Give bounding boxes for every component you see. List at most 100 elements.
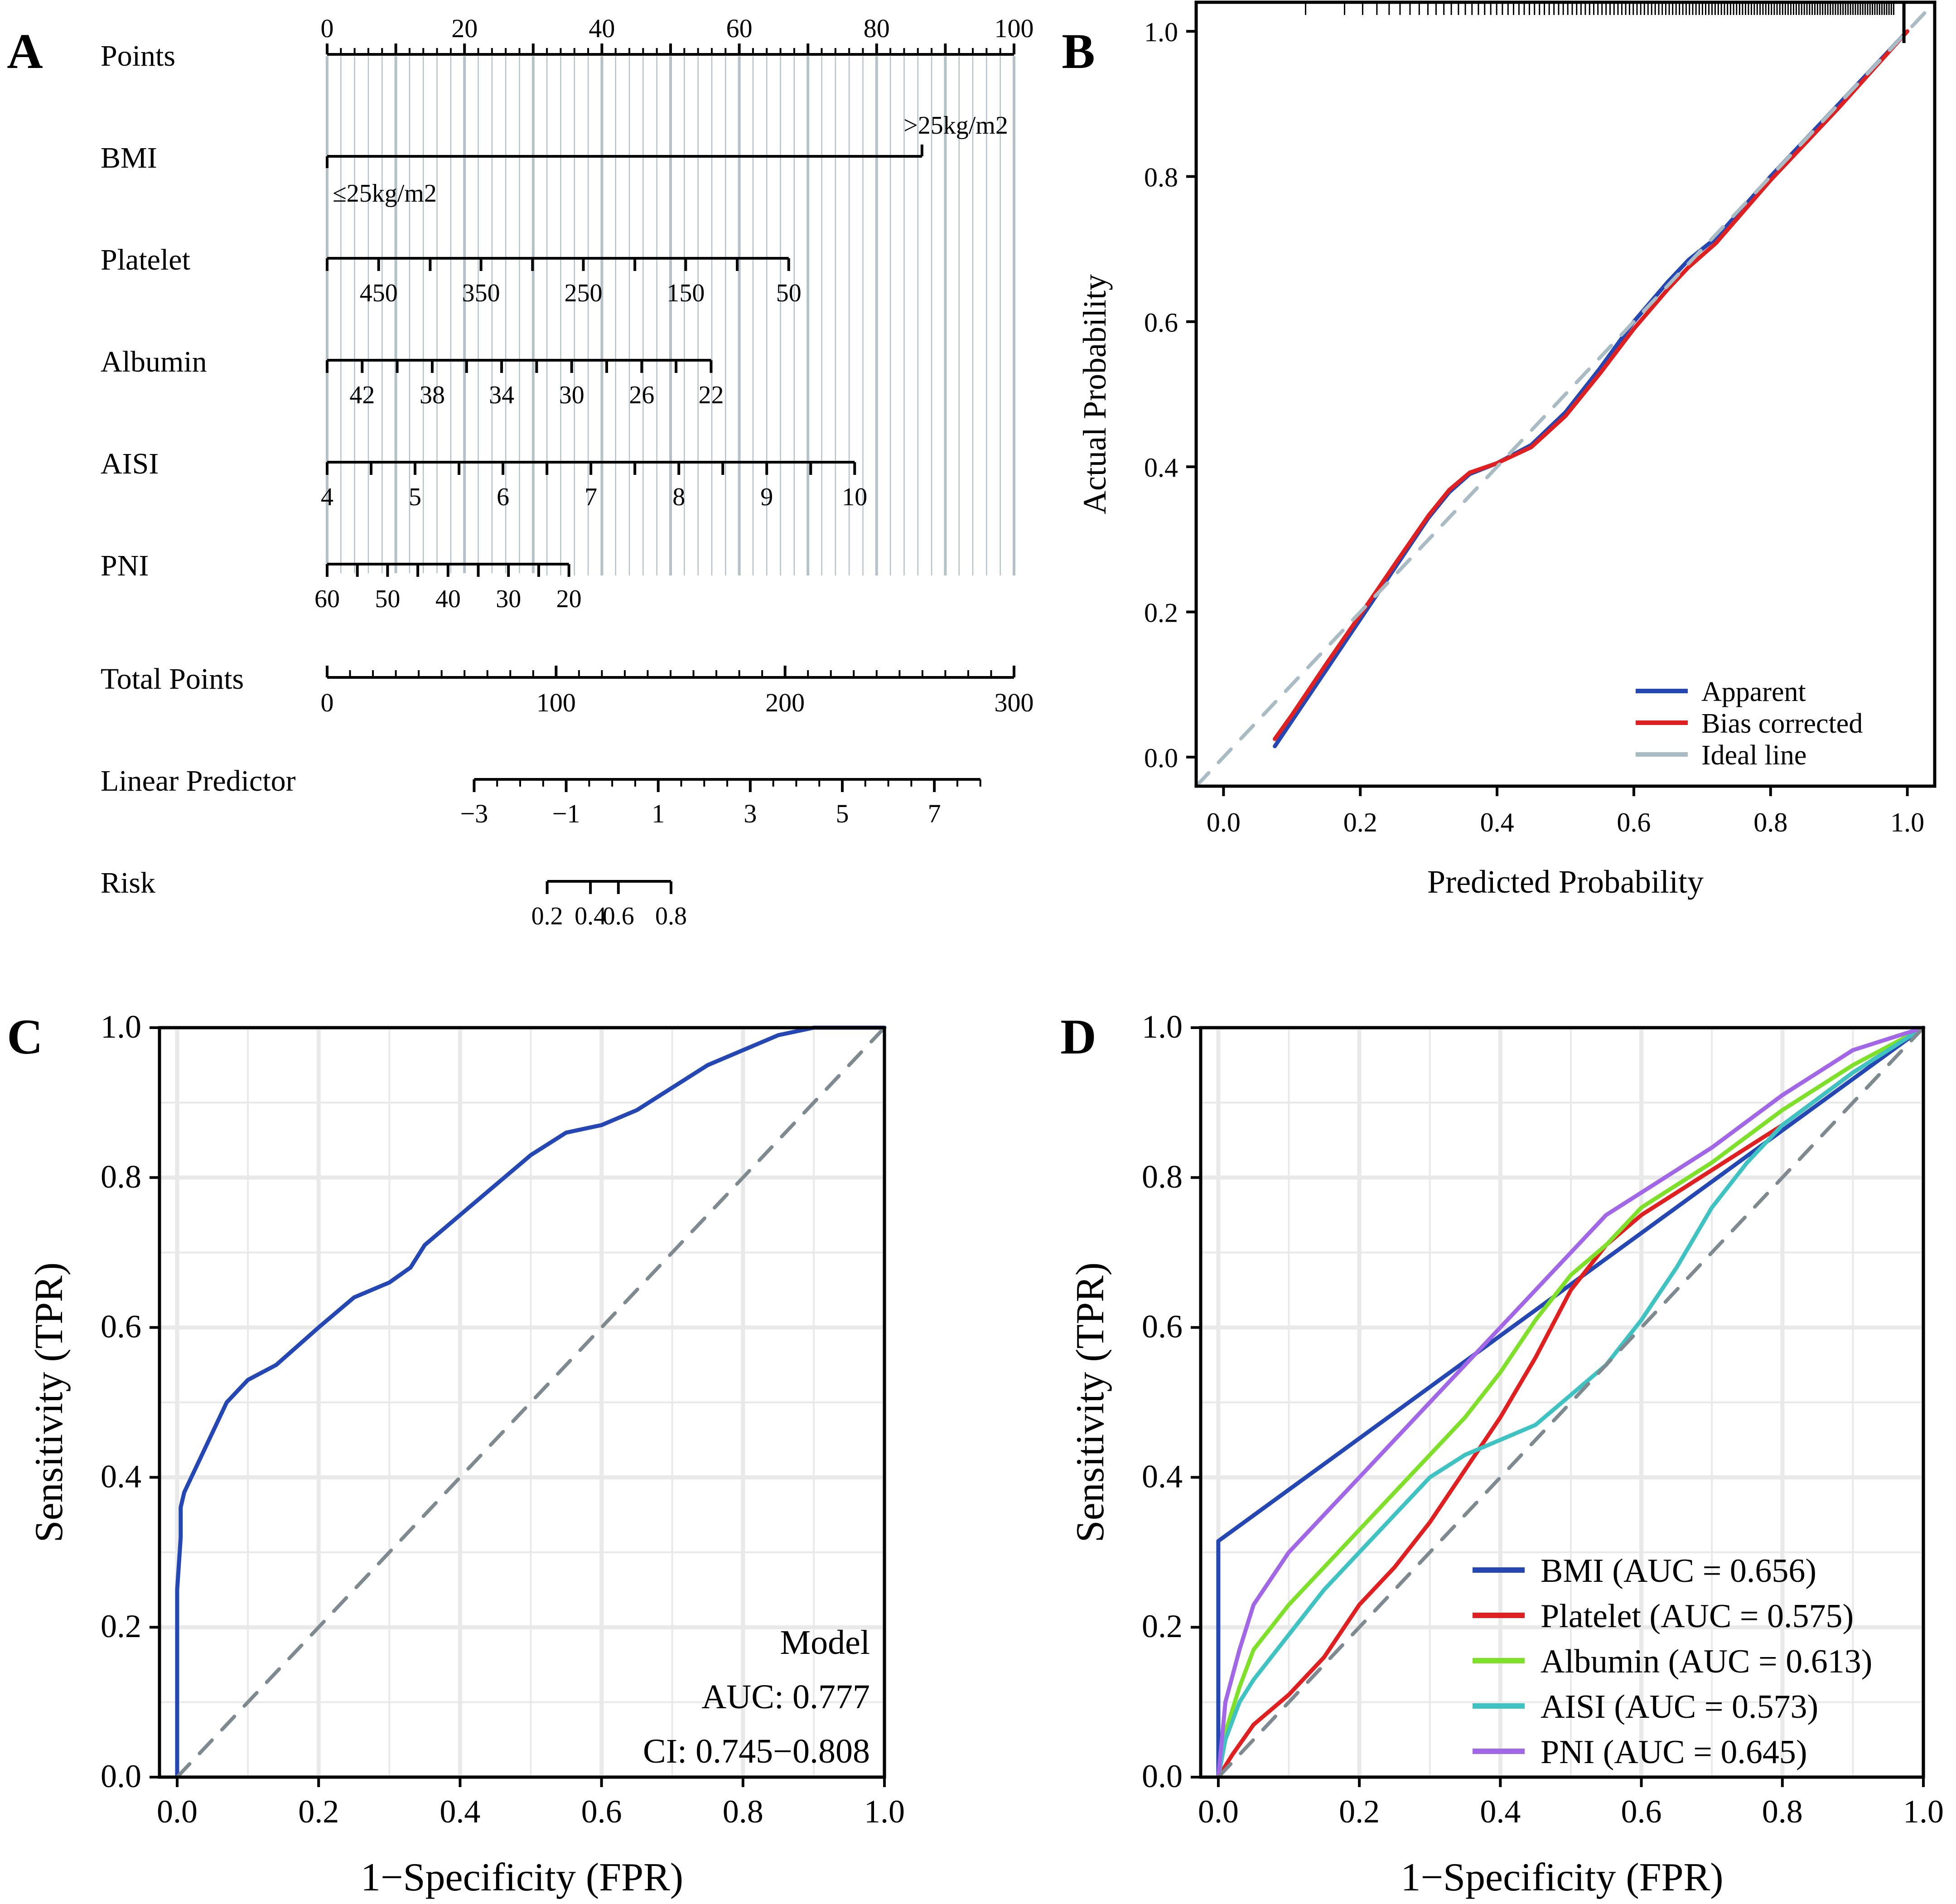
legend-entry: Apparent [1701,677,1806,707]
row-label: Albumin [101,345,207,378]
tick-label: 3 [744,799,757,828]
row-label: AISI [101,447,159,480]
series-line-0 [1216,1025,1926,1779]
y-tick-label: 0.2 [1142,1608,1183,1644]
x-tick-label: 0.6 [1617,807,1651,837]
tick-label: 0 [321,688,334,717]
panel-label-d: D [1060,1009,1096,1064]
tick-label: −1 [552,799,580,828]
tick-label: 7 [584,483,597,511]
tick-label: 60 [726,14,753,43]
y-tick-label: 0.4 [1144,453,1178,483]
auc-annotation: AUC: 0.777 [701,1678,870,1716]
x-tick-label: 1.0 [864,1793,905,1830]
tick-label: 100 [536,688,576,717]
legend-entry: Platelet (AUC = 0.575) [1541,1598,1854,1635]
tick-label: 34 [489,381,514,409]
roc-model-panel: 0.0 0.2 0.4 0.6 0.8 1.0 0.0 0.2 0.4 0.6 0.8 1.0 1−Sp… [27,1009,905,1899]
tick-label: 7 [928,799,941,828]
panel-label-b: B [1062,24,1095,79]
auc-annotation: CI: 0.745−0.808 [643,1732,870,1770]
x-tick-label: 0.4 [1480,807,1514,837]
x-tick-label: 0.8 [1762,1793,1803,1830]
row-label: BMI [101,141,157,174]
legend-entry: Ideal line [1701,740,1806,771]
tick-label: 350 [462,279,500,307]
tick-label: ≤25kg/m2 [333,179,437,208]
y-tick-label: 0.0 [101,1758,141,1794]
tick-label: 30 [559,381,584,409]
y-tick-label: 0.6 [1144,308,1178,338]
x-tick-label: 1.0 [1903,1793,1944,1830]
y-tick-label: 0.8 [1142,1159,1183,1195]
tick-label: 30 [496,585,521,613]
tick-label: 1 [652,799,665,828]
tick-label: 0.6 [603,902,634,930]
x-tick-label: 0.0 [1207,807,1241,837]
row-label: PNI [101,549,149,582]
tick-label: 0.4 [575,902,606,930]
tick-label: 9 [760,483,773,511]
tick-label: 80 [864,14,890,43]
series-line-5 [1216,1026,1925,1779]
x-axis-label: Predicted Probability [1427,864,1704,900]
panel-label-a: A [7,24,43,79]
y-axis-label: Sensitivity (TPR) [1068,1262,1112,1543]
tick-label: 26 [629,381,654,409]
tick-label: 10 [842,483,867,511]
x-tick-label: 1.0 [1890,807,1924,837]
legend-entry: Albumin (AUC = 0.613) [1541,1643,1872,1680]
x-tick-label: 0.6 [581,1793,622,1830]
legend-entry: BMI (AUC = 0.656) [1541,1552,1816,1590]
auc-annotation: Model [780,1624,870,1662]
tick-label: 250 [564,279,602,307]
y-tick-label: 0.8 [101,1159,141,1195]
row-label: Points [101,39,175,72]
x-tick-label: 0.8 [723,1793,763,1830]
tick-label: 200 [765,688,805,717]
panel-label-c: C [7,1009,43,1064]
tick-label: 42 [349,381,375,409]
tick-label: 8 [672,483,685,511]
y-tick-label: 0.6 [1142,1309,1183,1345]
series-line-2 [1216,1025,1926,1779]
x-axis-label: 1−Specificity (FPR) [1401,1856,1723,1899]
y-tick-label: 0.4 [101,1458,141,1494]
tick-label: 22 [698,381,724,409]
y-tick-label: 0.6 [101,1309,141,1345]
tick-label: 4 [321,483,333,511]
x-axis-label: 1−Specificity (FPR) [361,1856,683,1899]
plot-frame [1199,1026,1925,1779]
y-axis-label: Actual Probability [1077,274,1113,514]
tick-label: 50 [375,585,400,613]
row-label: Risk [101,866,155,899]
tick-label: 40 [589,14,615,43]
tick-label: 38 [420,381,445,409]
y-tick-label: 1.0 [1144,17,1178,47]
tick-label: 20 [556,585,582,613]
x-tick-label: 0.4 [1480,1793,1521,1830]
tick-label: 0.8 [655,902,687,930]
tick-label: 0 [321,14,334,43]
x-tick-label: 0.4 [439,1793,480,1830]
tick-label: −3 [460,799,488,828]
y-tick-label: 0.2 [101,1608,141,1644]
y-tick-label: 0.8 [1144,162,1178,192]
y-axis-label: Sensitivity (TPR) [27,1262,71,1543]
x-tick-label: 0.6 [1621,1793,1662,1830]
tick-label: 5 [409,483,421,511]
plot-frame [158,1026,886,1779]
series-line-0 [175,1025,887,1779]
tick-label: >25kg/m2 [903,111,1008,140]
tick-label: 300 [995,688,1034,717]
series-line-3 [1216,1025,1926,1779]
roc-variables-panel: 0.0 0.2 0.4 0.6 0.8 1.0 0.0 0.2 0.4 0.6 0.8 1.0 1−Sp… [1068,1009,1944,1899]
series-line-1 [1273,29,1910,741]
y-tick-label: 0.4 [1142,1458,1183,1494]
tick-label: 6 [497,483,509,511]
x-tick-label: 0.2 [1339,1793,1380,1830]
x-tick-label: 0.0 [1198,1793,1239,1830]
tick-label: 20 [451,14,478,43]
